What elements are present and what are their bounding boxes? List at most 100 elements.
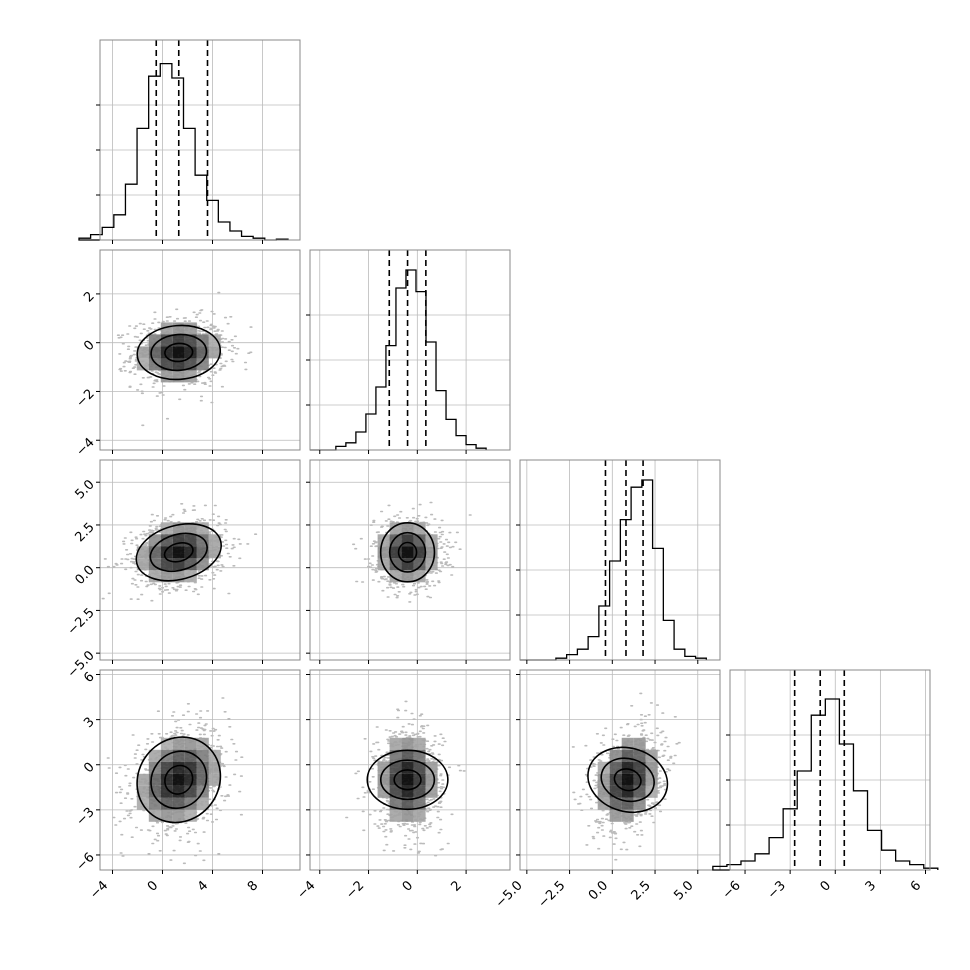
density-cell — [401, 570, 414, 583]
contour-line — [149, 532, 208, 573]
contour-line — [366, 749, 449, 811]
density-cell — [633, 785, 646, 798]
density-cell — [184, 546, 197, 559]
x-tick-label: 0 — [818, 878, 834, 894]
density-cell — [148, 797, 161, 810]
density-cell — [413, 785, 426, 798]
y-tick-label: −4 — [73, 435, 97, 459]
density-cell — [148, 334, 161, 347]
density-cell — [208, 334, 221, 347]
density-cell — [389, 785, 402, 798]
density-cell — [621, 797, 634, 810]
x-tick-label: −2 — [343, 878, 367, 902]
density-cell — [389, 534, 402, 547]
density-cell — [633, 737, 646, 750]
density-cell — [389, 522, 402, 535]
density-cell — [621, 773, 634, 786]
density-cell — [160, 346, 173, 359]
x-tick-label: −4 — [87, 878, 111, 902]
x-tick-label: −4 — [294, 878, 318, 902]
density-cell — [377, 773, 390, 786]
contour-line — [164, 764, 194, 795]
scatter-panel-1-2 — [306, 459, 511, 664]
contour-line — [613, 768, 642, 792]
density-cell — [160, 370, 173, 383]
density-cell — [184, 558, 197, 571]
density-cell — [196, 749, 209, 762]
contour-line — [587, 746, 669, 813]
density-cell — [377, 785, 390, 798]
contour-line — [379, 759, 436, 801]
histogram-panel-2 — [516, 459, 721, 664]
density-cell — [160, 809, 173, 822]
contour-line — [136, 736, 222, 824]
density-cell — [172, 322, 185, 335]
density-cell — [413, 761, 426, 774]
density-cell — [609, 785, 622, 798]
y-tick-label: 6 — [81, 670, 97, 686]
x-tick-label: 8 — [245, 878, 261, 894]
contour-line — [150, 750, 208, 810]
x-tick-label: −2.5 — [535, 878, 568, 911]
density-cell — [413, 737, 426, 750]
scatter-panel-0-1: −4 −2 0 2 — [73, 249, 301, 459]
density-cell — [136, 546, 149, 559]
density-cell — [413, 558, 426, 571]
density-cell — [172, 773, 185, 786]
scatter-panel-1-3: −4 −2 0 2 — [294, 669, 511, 902]
density-cell — [172, 809, 185, 822]
y-tick-label: 0 — [81, 760, 97, 776]
x-tick-label: 3 — [863, 878, 879, 894]
density-cell — [389, 761, 402, 774]
x-tick-label: −3 — [765, 878, 789, 902]
y-tick-label: −2 — [73, 387, 97, 411]
x-tick-label: 2 — [448, 878, 464, 894]
density-cell — [413, 773, 426, 786]
density-cell — [172, 346, 185, 359]
density-cell — [401, 737, 414, 750]
contour-line — [164, 342, 194, 363]
density-cell — [172, 749, 185, 762]
density-cell — [196, 546, 209, 559]
density-cell — [597, 773, 610, 786]
axes-frame — [99, 39, 301, 241]
density-cell — [136, 773, 149, 786]
axes-frame — [729, 669, 931, 871]
contour-line — [163, 542, 194, 563]
density-cell — [389, 737, 402, 750]
x-tick-label: 0 — [400, 878, 416, 894]
density-cell — [208, 534, 221, 547]
contour-line — [379, 522, 436, 583]
density-cell — [389, 773, 402, 786]
density-cell — [621, 749, 634, 762]
axes-frame — [309, 459, 511, 661]
density-cell — [609, 809, 622, 822]
density-cell — [160, 546, 173, 559]
x-tick-label: −6 — [720, 878, 744, 902]
scatter-panel-0-3: −4 0 4 8 −6 −3 0 3 6 — [73, 669, 301, 902]
density-cell — [160, 570, 173, 583]
y-tick-label: 2.5 — [72, 520, 97, 545]
x-tick-label: 0 — [145, 878, 161, 894]
density-cell — [425, 546, 438, 559]
contour-line — [136, 324, 222, 381]
density-cell — [609, 761, 622, 774]
histogram-panel-3: −6 −3 0 3 6 — [712, 669, 939, 902]
density-cell — [633, 761, 646, 774]
density-cell — [401, 761, 414, 774]
y-tick-label: 5.0 — [72, 477, 97, 502]
axes-frame — [519, 669, 721, 871]
y-tick-label: 0.0 — [72, 563, 97, 588]
x-tick-label: 4 — [195, 878, 211, 894]
density-cell — [184, 370, 197, 383]
y-tick-label: −6 — [73, 850, 97, 874]
density-cell — [160, 785, 173, 798]
density-cell — [401, 522, 414, 535]
density-cell — [413, 534, 426, 547]
density-cell — [172, 737, 185, 750]
density-cell — [413, 522, 426, 535]
density-cell — [160, 534, 173, 547]
contour-line — [135, 523, 222, 582]
density-cell — [609, 797, 622, 810]
axes-frame — [99, 249, 301, 451]
